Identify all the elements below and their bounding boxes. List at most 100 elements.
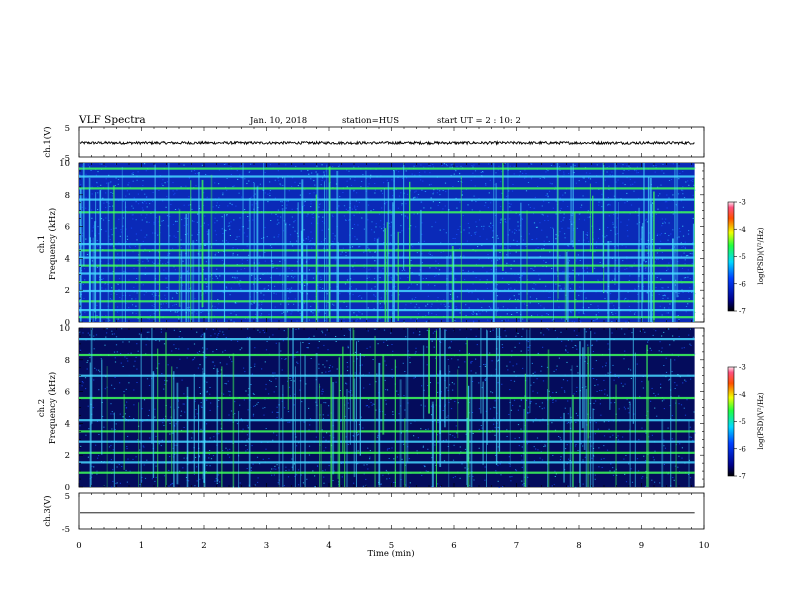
spectrogram-noise [338, 206, 340, 208]
spectrogram-noise [688, 474, 690, 475]
spectrogram-noise [603, 435, 606, 437]
spectrogram-noise [649, 347, 651, 349]
spectrogram-noise [97, 209, 99, 211]
spectrogram-streak [190, 180, 192, 322]
spectrogram-noise [655, 287, 657, 289]
spectrogram-noise [193, 311, 195, 313]
spectrogram-noise [287, 200, 289, 202]
spectrogram-streak [557, 175, 559, 299]
spectrogram-noise [443, 163, 445, 165]
spectrogram-noise [240, 418, 242, 420]
spectrogram-noise [192, 432, 194, 434]
spectrogram-noise [116, 266, 118, 268]
spectrogram-noise [607, 343, 609, 345]
spectrogram-noise [660, 287, 663, 289]
spectrogram-noise [322, 209, 324, 211]
spectrogram-noise [672, 163, 674, 165]
spectrogram-noise [271, 267, 273, 269]
spectrogram-noise [156, 367, 158, 369]
spectrogram-noise [368, 248, 370, 250]
spectrogram-noise [404, 409, 406, 411]
spectrogram-noise [201, 307, 203, 309]
spectrogram-noise [374, 183, 376, 184]
spectrogram-noise [113, 333, 115, 335]
spectrogram-noise [115, 227, 117, 229]
spectrogram-noise [381, 207, 383, 209]
spectrogram-noise [272, 334, 274, 336]
spectrogram-streak [203, 373, 206, 487]
spectrogram-noise [310, 358, 312, 359]
spectrogram-noise [218, 399, 220, 401]
spectrogram-noise [345, 382, 347, 384]
spectrogram-noise [276, 223, 278, 225]
spectrogram-noise [164, 277, 167, 279]
spectrogram-noise [533, 288, 535, 290]
spectrogram-streak [242, 163, 244, 245]
spectrogram-streak [344, 396, 346, 487]
spectrogram-noise [254, 365, 256, 367]
spectrogram-noise [610, 241, 612, 243]
spectrogram-streak [306, 244, 308, 322]
spectrogram-noise [366, 277, 368, 279]
spectrogram-noise [511, 231, 513, 233]
spectrogram-noise [152, 232, 154, 234]
spectrogram-noise [609, 303, 611, 304]
spectrogram-noise [212, 206, 214, 208]
spectrogram-noise [246, 260, 248, 261]
spectrogram-noise [173, 424, 176, 426]
spectrogram-noise [184, 411, 186, 413]
spectrogram-noise [460, 177, 462, 179]
spectrogram-noise [298, 328, 300, 330]
spectrogram-noise [630, 468, 632, 470]
spectrogram-noise [539, 255, 541, 257]
spectrogram-noise [348, 407, 350, 409]
spectrogram-noise [576, 365, 578, 367]
spectrogram-noise [484, 363, 487, 365]
spectrogram-noise [687, 255, 689, 256]
spectrogram-noise [684, 246, 686, 248]
spectrogram-noise [195, 409, 197, 410]
spectrogram-noise [84, 377, 87, 379]
spectrogram-noise [501, 171, 503, 173]
spectrogram-noise [651, 202, 654, 204]
spectrogram-noise [155, 217, 157, 219]
spectrogram-noise [280, 417, 282, 419]
spectrogram-noise [664, 447, 666, 449]
spectrogram-noise [375, 409, 377, 411]
spectrogram-noise [294, 356, 296, 358]
spectrogram-noise [627, 299, 629, 301]
spectrogram-noise [460, 181, 462, 182]
spectrogram-noise [472, 313, 474, 315]
spectrogram-noise [146, 331, 148, 333]
spectrogram-noise [99, 163, 101, 165]
spectrogram-noise [657, 393, 659, 395]
spectrogram-noise [660, 278, 662, 280]
spectrogram-noise [416, 252, 418, 254]
spectrogram-noise [555, 391, 557, 393]
spectrogram-noise [661, 314, 663, 316]
spectrogram-noise [95, 334, 98, 336]
spectrogram-noise [310, 201, 312, 203]
spectrogram-noise [199, 247, 201, 249]
spectrogram-noise [555, 213, 557, 215]
spectrogram-noise [569, 460, 571, 461]
spectrogram-noise [310, 231, 312, 233]
spectrogram-noise [115, 336, 118, 338]
spectrogram-noise [223, 164, 226, 165]
spectrogram-noise [229, 448, 231, 450]
spectrogram-noise [114, 357, 116, 359]
spectrogram-noise [277, 219, 279, 221]
spectrogram-noise [413, 377, 415, 379]
spectrogram-noise [440, 303, 442, 305]
spectrogram-noise [444, 305, 446, 307]
spectrogram-noise [400, 405, 402, 407]
spectrogram-noise [193, 473, 195, 475]
spectrogram-noise [121, 328, 123, 330]
spectrogram-noise [349, 178, 351, 180]
spectrogram-noise [346, 169, 348, 171]
spectrogram-noise [230, 173, 232, 175]
spectrogram-noise [446, 165, 448, 167]
spectrogram-noise [554, 330, 556, 332]
spectrogram-noise [175, 348, 177, 349]
spectrogram-noise [461, 463, 463, 465]
